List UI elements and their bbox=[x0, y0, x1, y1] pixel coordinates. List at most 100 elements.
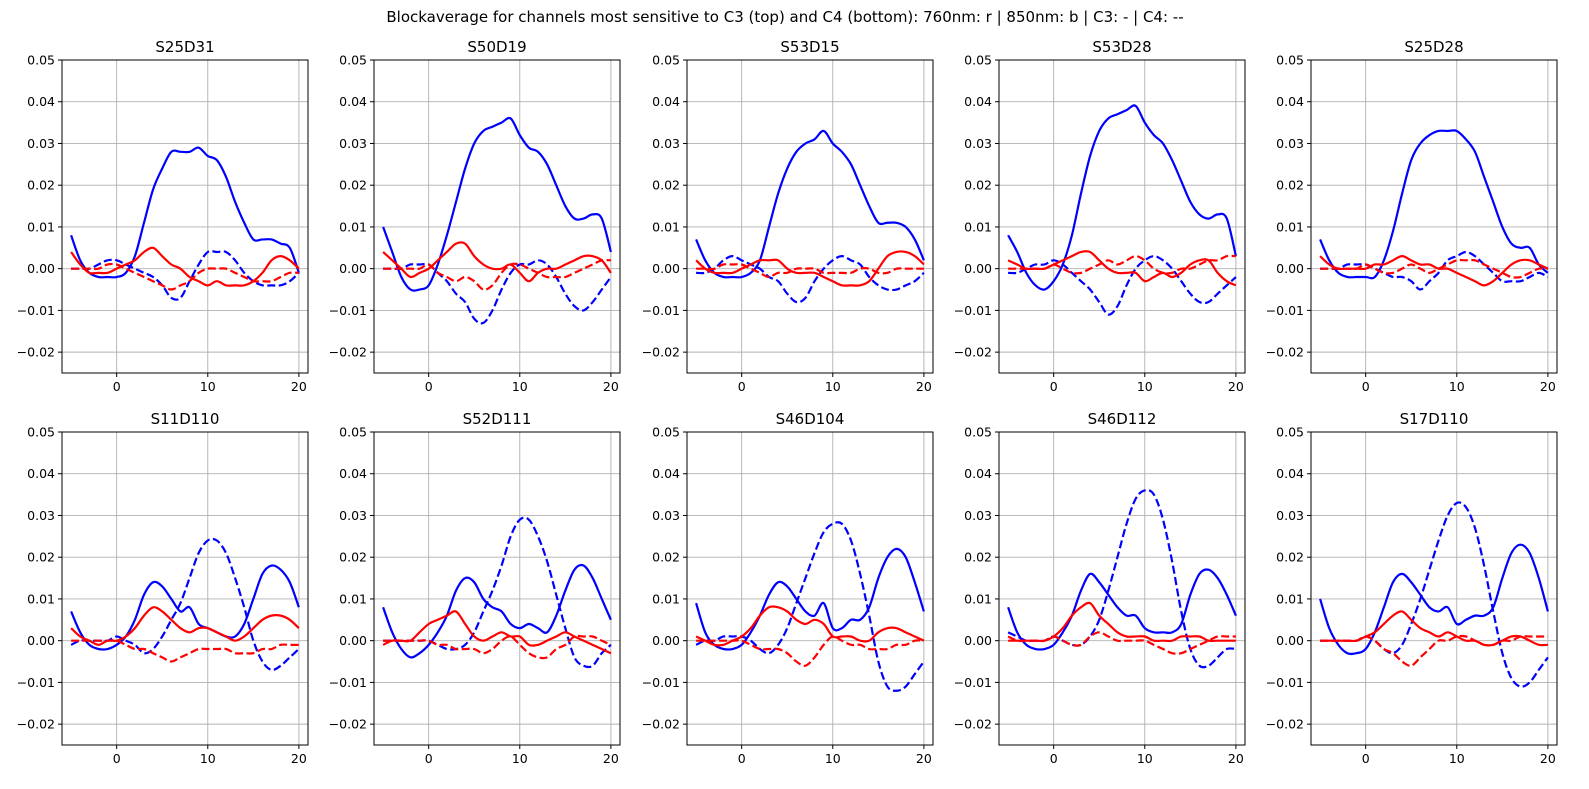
x-tick-label: 20 bbox=[916, 379, 932, 394]
subplot-s53d15: 0 10 20 −0.02 −0.01 0.00 0.01 0.02 0.03 0.04 0.05 S… bbox=[642, 38, 934, 394]
y-tick-label: −0.01 bbox=[954, 303, 992, 318]
y-tick-label: −0.01 bbox=[329, 303, 367, 318]
y-tick-label: 0.05 bbox=[652, 53, 680, 68]
y-tick-label: 0.01 bbox=[964, 591, 992, 606]
x-tick-label: 0 bbox=[738, 379, 746, 394]
y-tick-label: −0.01 bbox=[954, 675, 992, 690]
y-tick-label: 0.00 bbox=[964, 633, 992, 648]
y-tick-label: −0.01 bbox=[1266, 303, 1304, 318]
y-tick-label: 0.03 bbox=[1276, 136, 1304, 151]
series-850nm-c3-line bbox=[70, 564, 300, 651]
series-760nm-c3-line bbox=[695, 605, 925, 647]
subplot-title: S25D31 bbox=[155, 38, 214, 56]
axes-frame bbox=[998, 431, 1246, 746]
series-850nm-c4-line bbox=[695, 521, 925, 692]
y-tick-label: −0.02 bbox=[329, 717, 367, 732]
subplot-title: S46D112 bbox=[1088, 410, 1157, 428]
series-760nm-c4-line bbox=[71, 262, 299, 291]
series-850nm-c3-line bbox=[70, 146, 300, 279]
y-tick-label: 0.01 bbox=[27, 591, 55, 606]
series-760nm-c4-line bbox=[383, 258, 611, 291]
series-760nm-c4-line bbox=[696, 635, 924, 667]
axes-frame bbox=[686, 59, 934, 374]
y-tick-label: −0.02 bbox=[17, 345, 55, 360]
x-tick-label: 10 bbox=[1449, 379, 1465, 394]
series-850nm-c3-line bbox=[695, 547, 925, 651]
series-850nm-c4-line bbox=[1008, 255, 1237, 316]
series-850nm-c4-line bbox=[1320, 250, 1549, 291]
y-tick-label: 0.03 bbox=[964, 508, 992, 523]
subplot-title: S50D19 bbox=[467, 38, 526, 56]
y-tick-label: 0.02 bbox=[1276, 550, 1304, 565]
x-tick-label: 0 bbox=[1050, 751, 1058, 766]
y-tick-label: 0.04 bbox=[27, 94, 55, 109]
y-tick-label: −0.02 bbox=[954, 717, 992, 732]
y-tick-label: −0.01 bbox=[329, 675, 367, 690]
x-tick-label: 20 bbox=[1228, 379, 1244, 394]
series-760nm-c4-line bbox=[383, 634, 612, 660]
y-tick-label: −0.02 bbox=[1266, 345, 1304, 360]
x-tick-label: 0 bbox=[425, 751, 433, 766]
series-850nm-c4-line bbox=[383, 259, 612, 325]
y-tick-label: 0.00 bbox=[339, 633, 367, 648]
x-tick-label: 20 bbox=[291, 379, 307, 394]
y-tick-label: −0.02 bbox=[329, 345, 367, 360]
x-tick-label: 10 bbox=[200, 751, 216, 766]
y-tick-label: 0.03 bbox=[652, 508, 680, 523]
series-850nm-c4-line bbox=[1320, 501, 1549, 688]
y-tick-label: 0.00 bbox=[1276, 633, 1304, 648]
y-tick-label: −0.02 bbox=[1266, 717, 1304, 732]
x-tick-label: 20 bbox=[603, 379, 619, 394]
y-tick-label: −0.01 bbox=[1266, 675, 1304, 690]
series-850nm-c3-line bbox=[1319, 129, 1549, 280]
y-tick-label: 0.01 bbox=[339, 219, 367, 234]
axes-frame bbox=[998, 59, 1246, 374]
series-760nm-c3-line bbox=[1008, 601, 1236, 643]
y-tick-label: 0.02 bbox=[339, 178, 367, 193]
x-tick-label: 20 bbox=[916, 751, 932, 766]
y-tick-label: 0.02 bbox=[964, 550, 992, 565]
panels-group: 0 10 20 −0.02 −0.01 0.00 0.01 0.02 0.03 0.04 0.05 S… bbox=[17, 38, 1558, 766]
y-tick-label: 0.04 bbox=[1276, 94, 1304, 109]
axes-frame bbox=[373, 431, 621, 746]
subplot-s52d111: 0 10 20 −0.02 −0.01 0.00 0.01 0.02 0.03 0.04 0.05 S… bbox=[329, 410, 621, 766]
y-tick-label: 0.04 bbox=[964, 94, 992, 109]
y-tick-label: −0.02 bbox=[954, 345, 992, 360]
y-tick-label: 0.05 bbox=[1276, 53, 1304, 68]
y-tick-label: −0.02 bbox=[642, 717, 680, 732]
y-tick-label: 0.04 bbox=[27, 466, 55, 481]
series-760nm-c3-line bbox=[70, 606, 300, 646]
series-850nm-c4-line bbox=[696, 255, 925, 304]
subplot-s53d28: 0 10 20 −0.02 −0.01 0.00 0.01 0.02 0.03 0.04 0.05 S… bbox=[954, 38, 1246, 394]
figure-title: Blockaverage for channels most sensitive… bbox=[386, 8, 1183, 26]
y-tick-label: 0.05 bbox=[1276, 425, 1304, 440]
series-760nm-c4-line bbox=[1007, 631, 1236, 655]
axes-frame bbox=[1310, 59, 1558, 374]
subplot-title: S11D110 bbox=[151, 410, 220, 428]
axes-frame bbox=[61, 431, 309, 746]
y-tick-label: 0.03 bbox=[964, 136, 992, 151]
x-tick-label: 10 bbox=[825, 379, 841, 394]
series-760nm-c4-line bbox=[696, 263, 924, 279]
series-760nm-c4-line bbox=[71, 639, 299, 663]
series-760nm-c4-line bbox=[1008, 254, 1236, 275]
subplot-s25d31: 0 10 20 −0.02 −0.01 0.00 0.01 0.02 0.03 0.04 0.05 S… bbox=[17, 38, 309, 394]
y-tick-label: −0.01 bbox=[642, 303, 680, 318]
axes-frame bbox=[373, 59, 621, 374]
y-tick-label: 0.01 bbox=[964, 219, 992, 234]
x-tick-label: 0 bbox=[738, 751, 746, 766]
y-tick-label: 0.05 bbox=[339, 53, 367, 68]
y-tick-label: 0.05 bbox=[652, 425, 680, 440]
y-tick-label: 0.03 bbox=[339, 136, 367, 151]
y-tick-label: 0.00 bbox=[339, 261, 367, 276]
series-850nm-c3-line bbox=[1007, 568, 1237, 651]
x-tick-label: 0 bbox=[1362, 751, 1370, 766]
x-tick-label: 20 bbox=[1228, 751, 1244, 766]
subplot-title: S53D28 bbox=[1092, 38, 1151, 56]
y-tick-label: 0.02 bbox=[652, 178, 680, 193]
subplot-s46d104: 0 10 20 −0.02 −0.01 0.00 0.01 0.02 0.03 0.04 0.05 S… bbox=[642, 410, 934, 766]
series-850nm-c3-line bbox=[1007, 104, 1237, 291]
y-tick-label: 0.04 bbox=[652, 94, 680, 109]
series-760nm-c3-line bbox=[382, 610, 612, 655]
subplot-title: S46D104 bbox=[776, 410, 845, 428]
